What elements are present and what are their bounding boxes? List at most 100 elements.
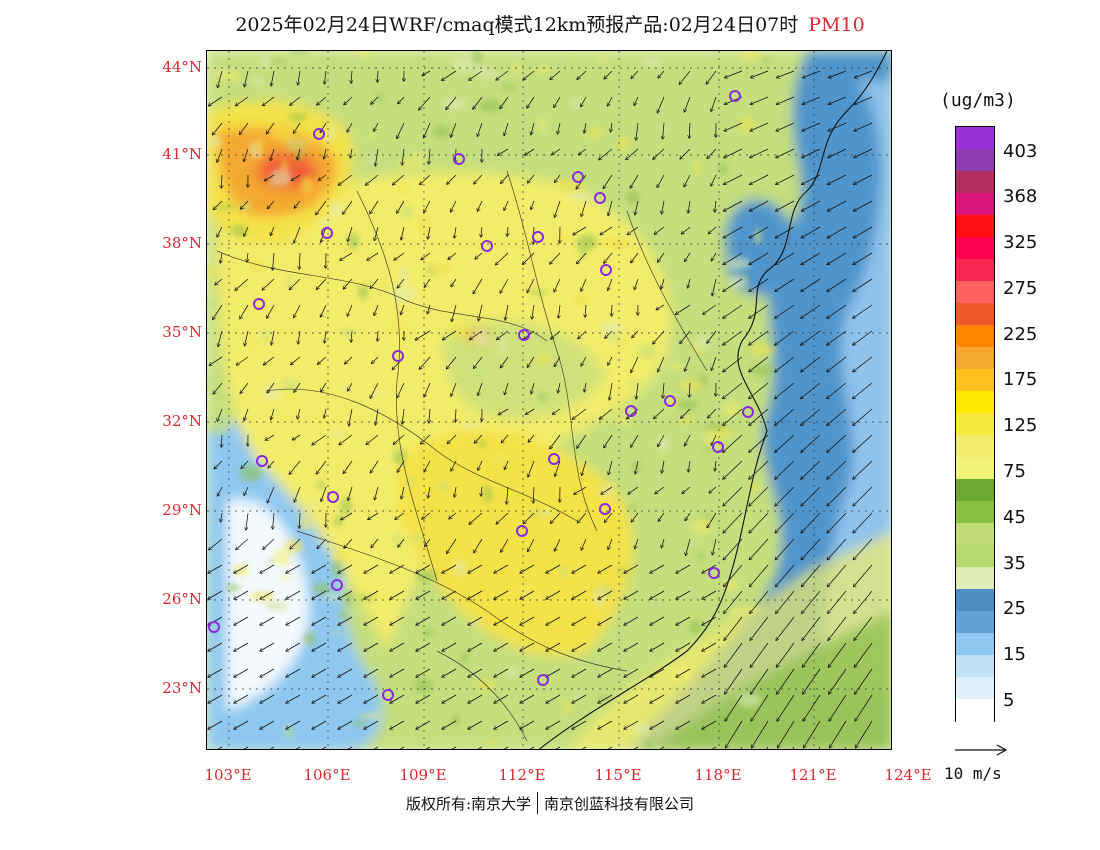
legend-swatch	[956, 325, 994, 348]
legend-swatch	[956, 413, 994, 436]
station-marker	[625, 405, 637, 417]
station-marker	[208, 621, 220, 633]
legend-label: 325	[1003, 232, 1038, 253]
central-yellow	[217, 171, 671, 651]
legend-swatch	[956, 545, 994, 568]
legend-colorbar	[955, 126, 995, 722]
lon-label-106: 106°E	[303, 766, 351, 784]
lon-label-103: 103°E	[204, 766, 252, 784]
lat-label-32: 32°N	[162, 412, 202, 430]
lon-label-115: 115°E	[594, 766, 642, 784]
lon-label-109: 109°E	[399, 766, 447, 784]
legend-swatch	[956, 567, 994, 590]
station-marker	[548, 453, 560, 465]
footer-separator	[537, 792, 539, 814]
sea-light-area	[807, 81, 891, 691]
legend-swatch	[956, 215, 994, 238]
legend-swatch	[956, 127, 994, 150]
station-marker	[453, 153, 465, 165]
legend-label: 35	[1003, 553, 1026, 574]
legend-swatch	[956, 655, 994, 678]
wind-reference-arrow	[955, 744, 1008, 756]
legend-label: 175	[1003, 369, 1038, 390]
station-marker	[321, 227, 333, 239]
legend-label: 403	[1003, 141, 1038, 162]
legend-swatch	[956, 523, 994, 546]
station-marker	[712, 441, 724, 453]
station-marker	[572, 171, 584, 183]
lat-label-35: 35°N	[162, 323, 202, 341]
wind-reference-label: 10 m/s	[944, 764, 1002, 783]
lat-label-41: 41°N	[162, 145, 202, 163]
lon-label-121: 121°E	[789, 766, 837, 784]
lat-label-29: 29°N	[162, 501, 202, 519]
lon-label-112: 112°E	[498, 766, 546, 784]
footer-company: 南京创蓝科技有限公司	[544, 795, 695, 813]
station-marker	[313, 128, 325, 140]
legend-swatch	[956, 435, 994, 458]
map-canvas	[207, 51, 891, 749]
station-marker	[664, 395, 676, 407]
lat-label-38: 38°N	[162, 234, 202, 252]
station-marker	[594, 192, 606, 204]
legend-label: 125	[1003, 415, 1038, 436]
legend-label: 25	[1003, 598, 1026, 619]
station-marker	[537, 674, 549, 686]
footer-owner: 版权所有:南京大学	[405, 795, 532, 813]
station-marker	[600, 264, 612, 276]
station-marker	[327, 491, 339, 503]
legend-swatch	[956, 479, 994, 502]
legend-label: 275	[1003, 278, 1038, 299]
legend-label: 15	[1003, 644, 1026, 665]
legend-swatch	[956, 501, 994, 524]
station-marker	[253, 298, 265, 310]
station-marker	[708, 567, 720, 579]
lon-label-124: 124°E	[884, 766, 932, 784]
lat-label-44: 44°N	[162, 58, 202, 76]
title-text: 2025年02月24日WRF/cmaq模式12km预报产品:02月24日07时	[235, 14, 799, 36]
legend-label: 75	[1003, 461, 1026, 482]
legend-swatch	[956, 281, 994, 304]
legend-swatch	[956, 149, 994, 172]
forecast-map	[206, 50, 892, 750]
lat-label-23: 23°N	[162, 679, 202, 697]
station-marker	[532, 231, 544, 243]
lat-label-26: 26°N	[162, 590, 202, 608]
station-marker	[729, 90, 741, 102]
legend-label: 45	[1003, 507, 1026, 528]
legend-swatch	[956, 633, 994, 656]
lon-label-118: 118°E	[694, 766, 742, 784]
station-marker	[481, 240, 493, 252]
copyright-footer: 版权所有:南京大学 南京创蓝科技有限公司	[0, 792, 1100, 814]
legend-label: 225	[1003, 324, 1038, 345]
station-marker	[256, 455, 268, 467]
station-marker	[382, 689, 394, 701]
legend-swatch	[956, 457, 994, 480]
legend-swatch	[956, 237, 994, 260]
station-marker	[516, 525, 528, 537]
legend-swatch	[956, 193, 994, 216]
map-title: 2025年02月24日WRF/cmaq模式12km预报产品:02月24日07时 P…	[0, 10, 1100, 37]
bohai-sea	[725, 199, 795, 296]
legend-swatch	[956, 391, 994, 414]
station-marker	[742, 406, 754, 418]
legend-swatch	[956, 699, 994, 722]
title-variable: PM10	[808, 14, 865, 36]
station-marker	[331, 579, 343, 591]
legend-swatch	[956, 369, 994, 392]
legend-swatch	[956, 611, 994, 634]
station-marker	[518, 329, 530, 341]
south-sea-green	[649, 611, 891, 749]
legend-swatch	[956, 677, 994, 700]
legend-swatch	[956, 589, 994, 612]
station-marker	[599, 503, 611, 515]
legend-label: 5	[1003, 690, 1015, 711]
station-marker	[392, 350, 404, 362]
legend-label: 368	[1003, 186, 1038, 207]
legend-swatch	[956, 171, 994, 194]
legend-swatch	[956, 259, 994, 282]
legend-swatch	[956, 347, 994, 370]
legend-swatch	[956, 303, 994, 326]
basin-green	[443, 321, 607, 419]
legend-unit: (ug/m3)	[940, 90, 1016, 111]
